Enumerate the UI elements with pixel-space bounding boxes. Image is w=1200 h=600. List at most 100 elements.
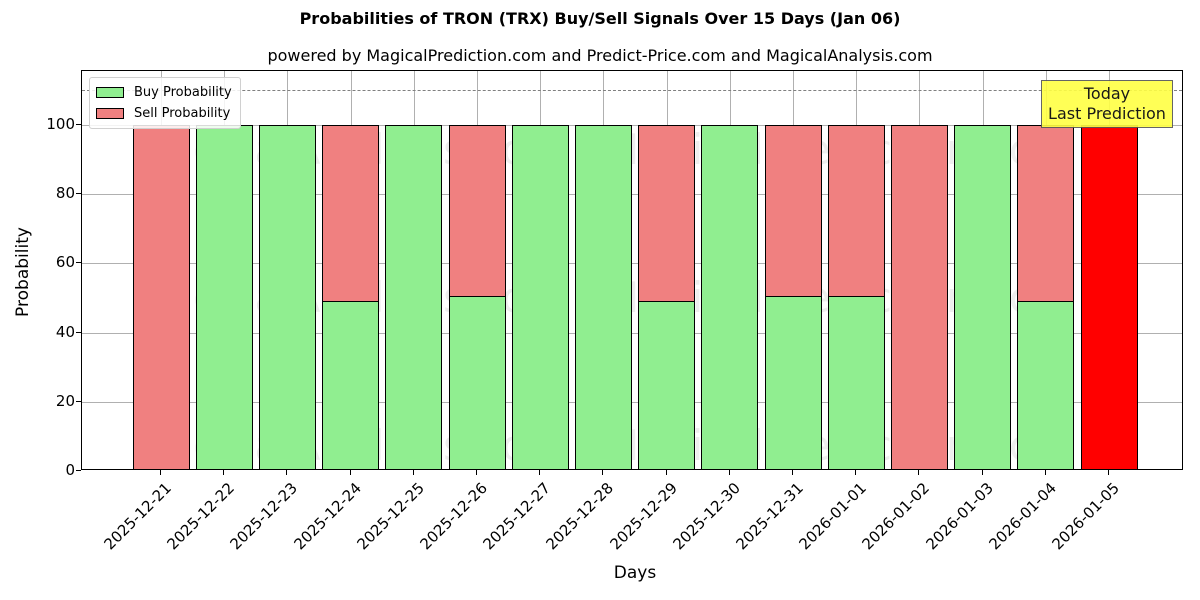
- legend-item-buy: Buy Probability: [96, 82, 232, 103]
- y-tick-mark: [76, 193, 81, 195]
- x-tick-label: 2026-01-04: [985, 479, 1060, 554]
- x-tick-label: 2025-12-30: [669, 479, 744, 554]
- x-tick-mark: [223, 470, 225, 475]
- bar-2025-12-23: [258, 125, 316, 469]
- grid-line-h: [82, 401, 1182, 403]
- y-tick-label: 60: [55, 253, 75, 272]
- bar-2026-01-01: [827, 125, 885, 469]
- y-tick-mark: [76, 470, 81, 471]
- buy-segment: [765, 295, 821, 469]
- annotation-line1: Today: [1083, 84, 1131, 103]
- x-tick-mark: [728, 470, 730, 475]
- bar-2026-01-04: [1017, 125, 1075, 469]
- buy-swatch-icon: [96, 87, 124, 98]
- grid-line-h: [82, 194, 1182, 196]
- reference-line-110: [82, 90, 1182, 92]
- y-tick-mark: [76, 262, 81, 264]
- bar-2025-12-29: [638, 125, 696, 469]
- sell-segment: [323, 126, 379, 303]
- y-tick-mark: [76, 331, 81, 333]
- x-tick-mark: [792, 470, 793, 475]
- x-tick-label: 2025-12-31: [732, 479, 807, 554]
- x-tick-mark: [918, 470, 920, 475]
- x-tick-mark: [602, 470, 604, 475]
- x-tick-mark: [855, 470, 857, 475]
- sell-segment: [765, 126, 821, 297]
- sell-segment: [891, 126, 947, 469]
- y-tick-label: 80: [55, 184, 75, 203]
- buy-segment: [259, 126, 315, 469]
- grid-line-h: [82, 263, 1182, 265]
- buy-segment: [828, 295, 884, 469]
- x-tick-label: 2025-12-24: [290, 479, 365, 554]
- x-tick-mark: [286, 470, 288, 475]
- x-tick-mark: [476, 470, 477, 475]
- bar-2025-12-28: [574, 125, 632, 469]
- buy-segment: [196, 126, 252, 469]
- buy-segment: [323, 301, 379, 469]
- y-tick-mark: [76, 400, 81, 402]
- bar-2026-01-05: [1080, 125, 1138, 469]
- x-tick-label: 2025-12-22: [163, 479, 239, 554]
- grid-line-h: [82, 125, 1182, 126]
- sell-segment: [449, 126, 505, 297]
- x-tick-mark: [981, 470, 983, 475]
- buy-segment: [449, 295, 505, 469]
- x-tick-label: 2025-12-29: [606, 479, 681, 554]
- buy-segment: [386, 126, 442, 469]
- y-tick-mark: [76, 124, 81, 125]
- x-tick-label: 2025-12-26: [416, 479, 491, 554]
- bar-2025-12-27: [511, 125, 569, 469]
- bar-2025-12-25: [385, 125, 443, 469]
- x-tick-mark: [160, 470, 161, 475]
- bar-2025-12-21: [132, 125, 190, 469]
- bar-2025-12-26: [448, 125, 506, 469]
- buy-segment: [702, 126, 758, 469]
- y-tick-label: 100: [46, 115, 75, 133]
- legend: Buy Probability Sell Probability: [89, 77, 241, 129]
- grid-line-h: [82, 332, 1182, 334]
- today-annotation: Today Last Prediction: [1041, 80, 1173, 128]
- legend-item-sell: Sell Probability: [96, 103, 232, 124]
- bar-2025-12-31: [764, 125, 822, 469]
- bar-2025-12-24: [322, 125, 380, 469]
- x-axis-label: Days: [613, 563, 657, 583]
- buy-segment: [575, 126, 631, 469]
- sell-segment: [1081, 126, 1137, 469]
- x-tick-label: 2025-12-28: [542, 479, 618, 554]
- buy-segment: [639, 301, 695, 469]
- x-tick-label: 2026-01-05: [1048, 479, 1123, 554]
- x-tick-label: 2026-01-03: [922, 479, 997, 554]
- legend-sell-label: Sell Probability: [134, 106, 231, 121]
- annotation-line2: Last Prediction: [1048, 104, 1166, 123]
- sell-segment: [828, 126, 884, 297]
- x-tick-label: 2026-01-01: [795, 479, 871, 554]
- x-tick-label: 2025-12-23: [226, 479, 302, 554]
- x-tick-mark: [412, 470, 414, 475]
- x-tick-mark: [1044, 470, 1046, 475]
- y-tick-label: 40: [55, 322, 75, 341]
- x-tick-label: 2025-12-21: [100, 479, 175, 554]
- x-tick-mark: [665, 470, 667, 475]
- y-axis-label: Probability: [12, 227, 33, 317]
- plot-area: MagicalAnalysis.comMagicalPrediction.com…: [81, 70, 1183, 470]
- legend-buy-label: Buy Probability: [134, 85, 232, 100]
- bar-2026-01-03: [954, 125, 1012, 469]
- x-tick-mark: [1108, 470, 1109, 475]
- x-tick-label: 2025-12-27: [479, 479, 555, 554]
- bar-2026-01-02: [890, 125, 948, 469]
- x-tick-mark: [539, 470, 541, 475]
- y-tick-label: 0: [65, 461, 75, 479]
- sell-segment: [639, 126, 695, 303]
- chart-title: Probabilities of TRON (TRX) Buy/Sell Sig…: [299, 9, 901, 28]
- bar-2025-12-22: [195, 125, 253, 469]
- y-tick-label: 20: [55, 391, 75, 410]
- x-tick-label: 2026-01-02: [858, 479, 934, 554]
- x-tick-label: 2025-12-25: [353, 479, 428, 554]
- chart-subtitle: powered by MagicalPrediction.com and Pre…: [267, 46, 933, 65]
- buy-segment: [955, 126, 1011, 469]
- sell-swatch-icon: [96, 108, 124, 119]
- bar-2025-12-30: [701, 125, 759, 469]
- sell-segment: [133, 126, 189, 469]
- sell-segment: [1018, 126, 1074, 303]
